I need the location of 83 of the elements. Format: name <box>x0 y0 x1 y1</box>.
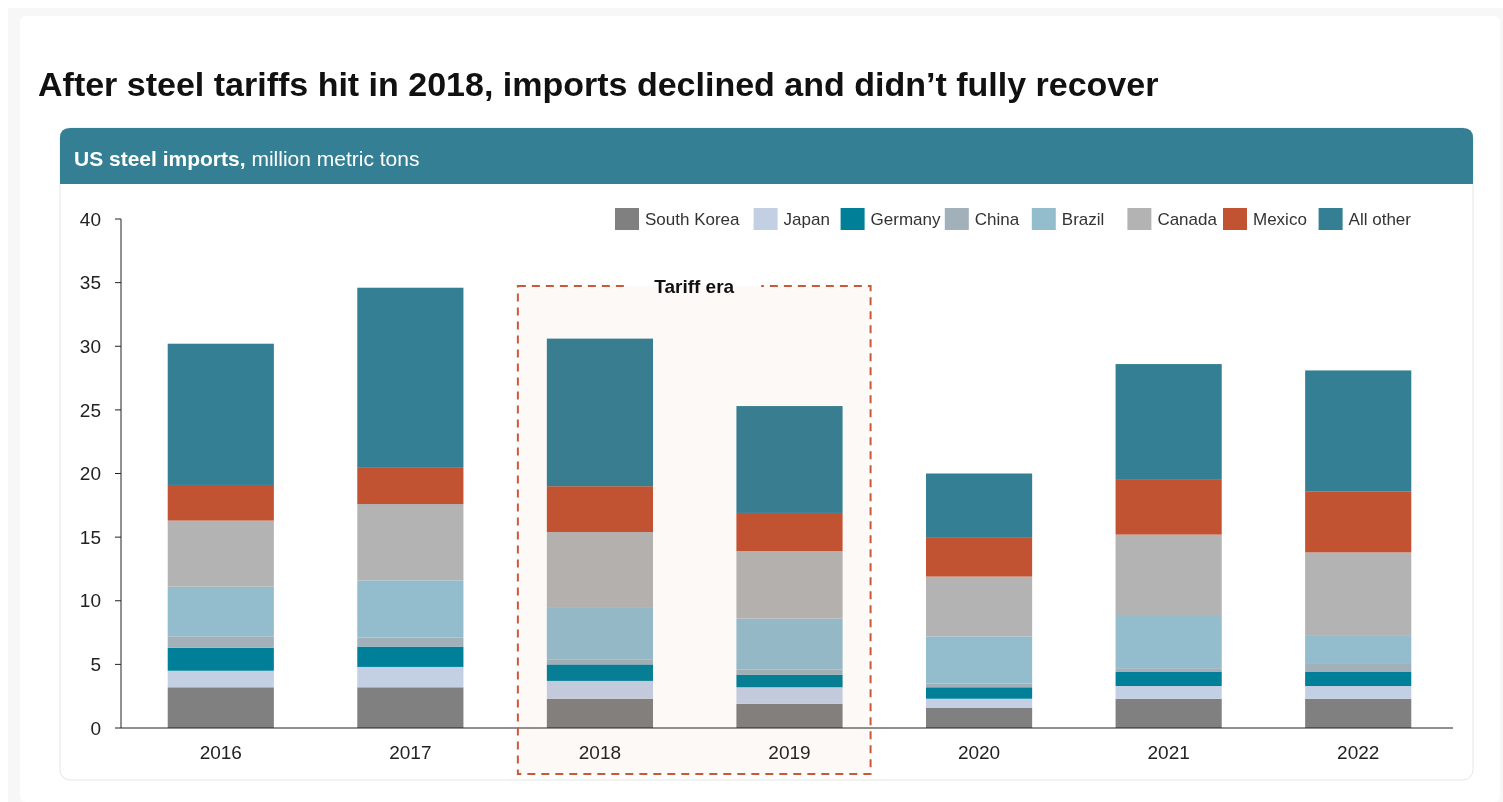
bar <box>925 687 1033 699</box>
bar <box>925 707 1033 728</box>
bar <box>736 669 843 675</box>
bar <box>1115 672 1222 687</box>
legend-label: South Korea <box>645 209 741 229</box>
x-tick-label: 2019 <box>768 742 811 763</box>
x-tick-label: 2018 <box>578 742 622 763</box>
bar <box>546 680 654 699</box>
bar <box>1305 672 1412 687</box>
bar <box>546 664 654 681</box>
bar <box>736 512 843 552</box>
y-tick-label: 35 <box>79 272 101 294</box>
bar <box>167 670 274 688</box>
bar <box>736 551 843 619</box>
bar <box>925 537 1033 577</box>
bar <box>167 343 274 485</box>
y-tick-label: 10 <box>79 590 101 612</box>
bar <box>736 703 843 728</box>
bar <box>167 687 274 728</box>
chart-title: After steel tariffs hit in 2018, imports declined and didn’t fully recover <box>38 65 1159 103</box>
bar <box>925 698 1033 708</box>
x-tick-label: 2017 <box>389 742 432 763</box>
bar <box>1115 616 1222 669</box>
bar <box>1115 534 1222 617</box>
bar <box>1115 479 1222 535</box>
y-tick-label: 15 <box>79 526 101 548</box>
bar <box>167 484 274 521</box>
bar <box>357 666 464 688</box>
bar <box>357 637 464 647</box>
y-tick-label: 30 <box>79 335 101 357</box>
legend-label: Germany <box>870 209 942 229</box>
bar <box>736 687 843 704</box>
bar <box>167 586 274 637</box>
bar <box>357 580 464 638</box>
bar <box>357 687 464 728</box>
chart-subtitle: US steel imports, million metric tons <box>74 147 420 170</box>
legend-label: All other <box>1348 209 1412 229</box>
bar <box>736 618 843 670</box>
bar <box>546 607 654 660</box>
bar <box>1115 668 1222 673</box>
bar <box>925 473 1033 538</box>
bar <box>925 683 1033 688</box>
x-tick-label: 2020 <box>957 742 1001 763</box>
bar <box>167 636 274 648</box>
y-tick-label: 40 <box>79 208 101 230</box>
legend-label: Mexico <box>1253 209 1307 229</box>
y-tick-label: 0 <box>90 717 101 739</box>
x-tick-label: 2022 <box>1337 742 1380 763</box>
bar <box>1305 491 1412 553</box>
bar <box>546 659 654 665</box>
legend-label: Japan <box>783 209 830 229</box>
bar <box>546 338 654 487</box>
y-tick-label: 20 <box>79 463 101 485</box>
bar <box>1305 698 1412 728</box>
bar <box>357 287 464 468</box>
bar <box>357 504 464 581</box>
bar <box>546 486 654 533</box>
legend-label: China <box>974 209 1020 229</box>
bar <box>357 646 464 667</box>
bar <box>167 520 274 587</box>
bar <box>1305 686 1412 699</box>
bar <box>1115 364 1222 480</box>
bar <box>546 532 654 608</box>
bar <box>1305 635 1412 664</box>
legend-label: Canada <box>1157 209 1218 229</box>
bar <box>736 406 843 513</box>
bar <box>546 698 654 728</box>
bar <box>925 636 1033 684</box>
bar <box>357 467 464 505</box>
bar <box>736 674 843 688</box>
bar <box>1115 698 1222 728</box>
x-tick-label: 2016 <box>199 742 242 763</box>
x-tick-label: 2021 <box>1147 742 1190 763</box>
y-tick-label: 25 <box>79 399 101 421</box>
band-label: Tariff era <box>654 275 735 297</box>
bar <box>1305 663 1412 673</box>
bar <box>1115 686 1222 699</box>
bar <box>1305 552 1412 636</box>
y-tick-label: 5 <box>90 654 101 676</box>
bar <box>1305 370 1412 492</box>
bar <box>167 647 274 671</box>
legend-label: Brazil <box>1061 209 1105 229</box>
bar <box>925 576 1033 637</box>
